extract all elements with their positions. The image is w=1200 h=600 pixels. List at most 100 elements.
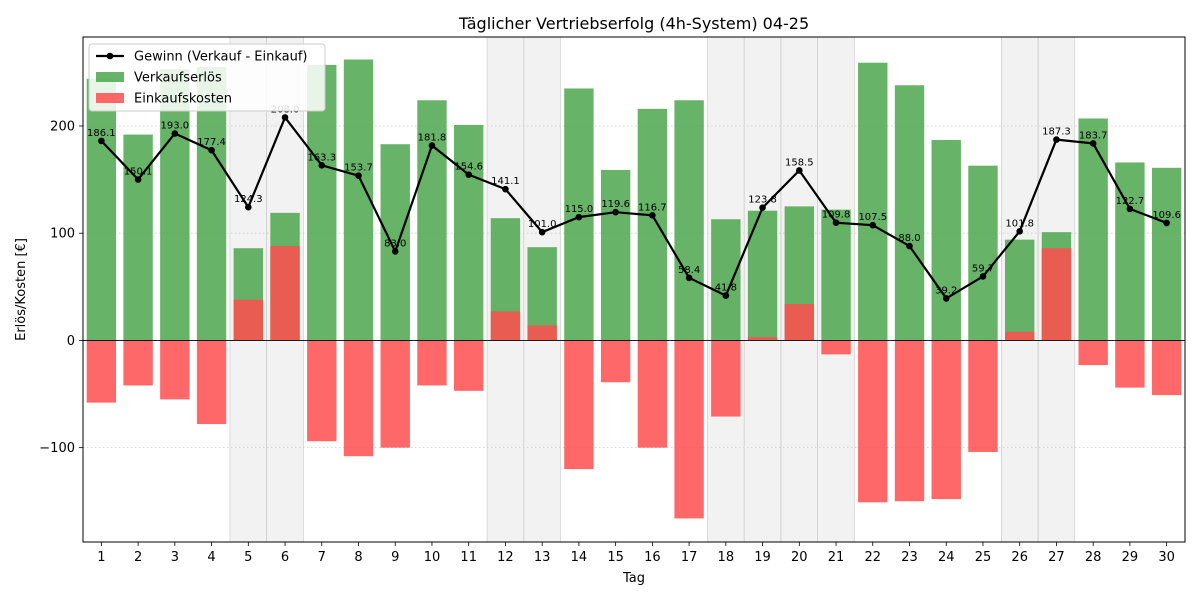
profit-data-label: 150.1: [124, 166, 153, 177]
x-tick-label: 1: [97, 550, 105, 565]
x-tick-label: 18: [718, 550, 735, 565]
revenue-bar: [858, 62, 888, 341]
cost-bar: [674, 340, 704, 519]
profit-point: [1126, 205, 1134, 213]
profit-point: [208, 146, 215, 154]
profit-point: [796, 167, 803, 174]
cost-bar: [1005, 331, 1035, 341]
x-axis-label: Tag: [622, 571, 645, 586]
cost-bar: [747, 337, 778, 341]
cost-bar: [270, 246, 300, 341]
profit-point: [612, 208, 619, 216]
y-axis-label: Erlös/Kosten [€]: [14, 238, 29, 341]
profit-point: [391, 248, 399, 255]
x-tick-label: 4: [207, 550, 215, 565]
profit-point: [538, 228, 546, 236]
x-tick-label: 13: [534, 550, 551, 565]
profit-data-label: 115.0: [565, 204, 594, 215]
cost-bar: [968, 340, 998, 452]
y-tick-label: 200: [50, 119, 75, 134]
profit-point: [942, 295, 950, 302]
profit-point: [502, 185, 509, 193]
x-tick-label: 10: [424, 550, 441, 565]
profit-data-label: 158.5: [785, 157, 814, 168]
x-tick-label: 24: [938, 550, 955, 565]
cost-bar: [380, 340, 410, 448]
cost-bar: [858, 340, 888, 503]
profit-point: [722, 292, 730, 299]
x-ticks: 1 2 3 4 5 6 7 8 9 10 11 12 13 14 15 16 17 18 19 20 21 22 23 24 2…: [97, 542, 1175, 565]
x-tick-label: 5: [244, 550, 252, 565]
cost-bar: [527, 325, 557, 341]
profit-point: [355, 172, 362, 179]
x-tick-label: 21: [828, 550, 845, 565]
legend-label: Gewinn (Verkauf - Einkauf): [134, 50, 307, 65]
x-tick-label: 20: [791, 550, 808, 565]
cost-bar: [931, 340, 961, 500]
revenue-bar: [894, 85, 925, 341]
x-tick-label: 23: [901, 550, 918, 565]
revenue-bar: [674, 100, 704, 341]
legend-bar-swatch: [96, 72, 124, 82]
profit-data-label: 119.6: [601, 199, 630, 210]
cost-bar: [784, 303, 814, 341]
cost-bar: [196, 340, 227, 425]
profit-point: [685, 274, 693, 282]
cost-bar: [711, 340, 741, 417]
profit-data-label: 163.3: [307, 152, 336, 163]
profit-data-label: 101.8: [1005, 218, 1034, 229]
profit-point: [245, 203, 252, 211]
revenue-bar: [1151, 167, 1182, 341]
profit-data-label: 109.8: [822, 210, 851, 221]
profit-point: [1016, 227, 1023, 235]
revenue-bar: [343, 59, 374, 341]
x-tick-label: 14: [571, 550, 588, 565]
revenue-bar: [1005, 239, 1035, 341]
legend-bar-swatch: [96, 93, 124, 103]
profit-data-label: 107.5: [858, 212, 887, 223]
x-tick-label: 25: [975, 550, 992, 565]
profit-point: [281, 114, 289, 121]
profit-point: [465, 171, 473, 178]
profit-point: [1053, 136, 1060, 143]
revenue-bar: [454, 124, 484, 341]
bars: [86, 59, 1182, 519]
x-tick-label: 2: [134, 550, 142, 565]
profit-data-label: 41.8: [715, 283, 737, 294]
cost-bar: [417, 340, 447, 386]
x-tick-label: 28: [1085, 550, 1102, 565]
legend-box: [88, 43, 326, 112]
x-tick-label: 8: [354, 550, 362, 565]
profit-data-label: 109.6: [1152, 210, 1181, 221]
profit-data-label: 101.0: [528, 219, 557, 230]
cost-bar: [160, 340, 190, 400]
revenue-bar: [417, 100, 447, 341]
x-tick-label: 15: [607, 550, 624, 565]
profit-data-label: 83.0: [384, 238, 406, 249]
x-tick-label: 27: [1048, 550, 1065, 565]
x-tick-label: 22: [864, 550, 881, 565]
revenue-bar: [380, 144, 410, 341]
profit-data-label: 183.7: [1079, 130, 1108, 141]
cost-bar: [894, 340, 925, 502]
x-tick-label: 30: [1158, 550, 1175, 565]
profit-point: [575, 213, 583, 221]
revenue-bar: [160, 69, 190, 341]
cost-bar: [564, 340, 594, 470]
y-ticks: −100 0 100 200: [39, 119, 83, 456]
x-tick-label: 19: [754, 550, 771, 565]
cost-bar: [86, 340, 117, 403]
x-tick-label: 6: [281, 550, 289, 565]
revenue-bar: [968, 165, 998, 341]
x-tick-label: 11: [460, 550, 477, 565]
legend-marker: [106, 52, 114, 60]
profit-data-label: 186.1: [87, 128, 116, 139]
profit-line: [98, 114, 1170, 302]
profit-point: [1163, 219, 1170, 227]
cost-bar: [1078, 340, 1108, 366]
profit-point: [134, 176, 142, 183]
profit-data-label: 141.1: [491, 176, 520, 187]
profit-point: [98, 137, 105, 145]
y-tick-label: 0: [67, 334, 75, 349]
